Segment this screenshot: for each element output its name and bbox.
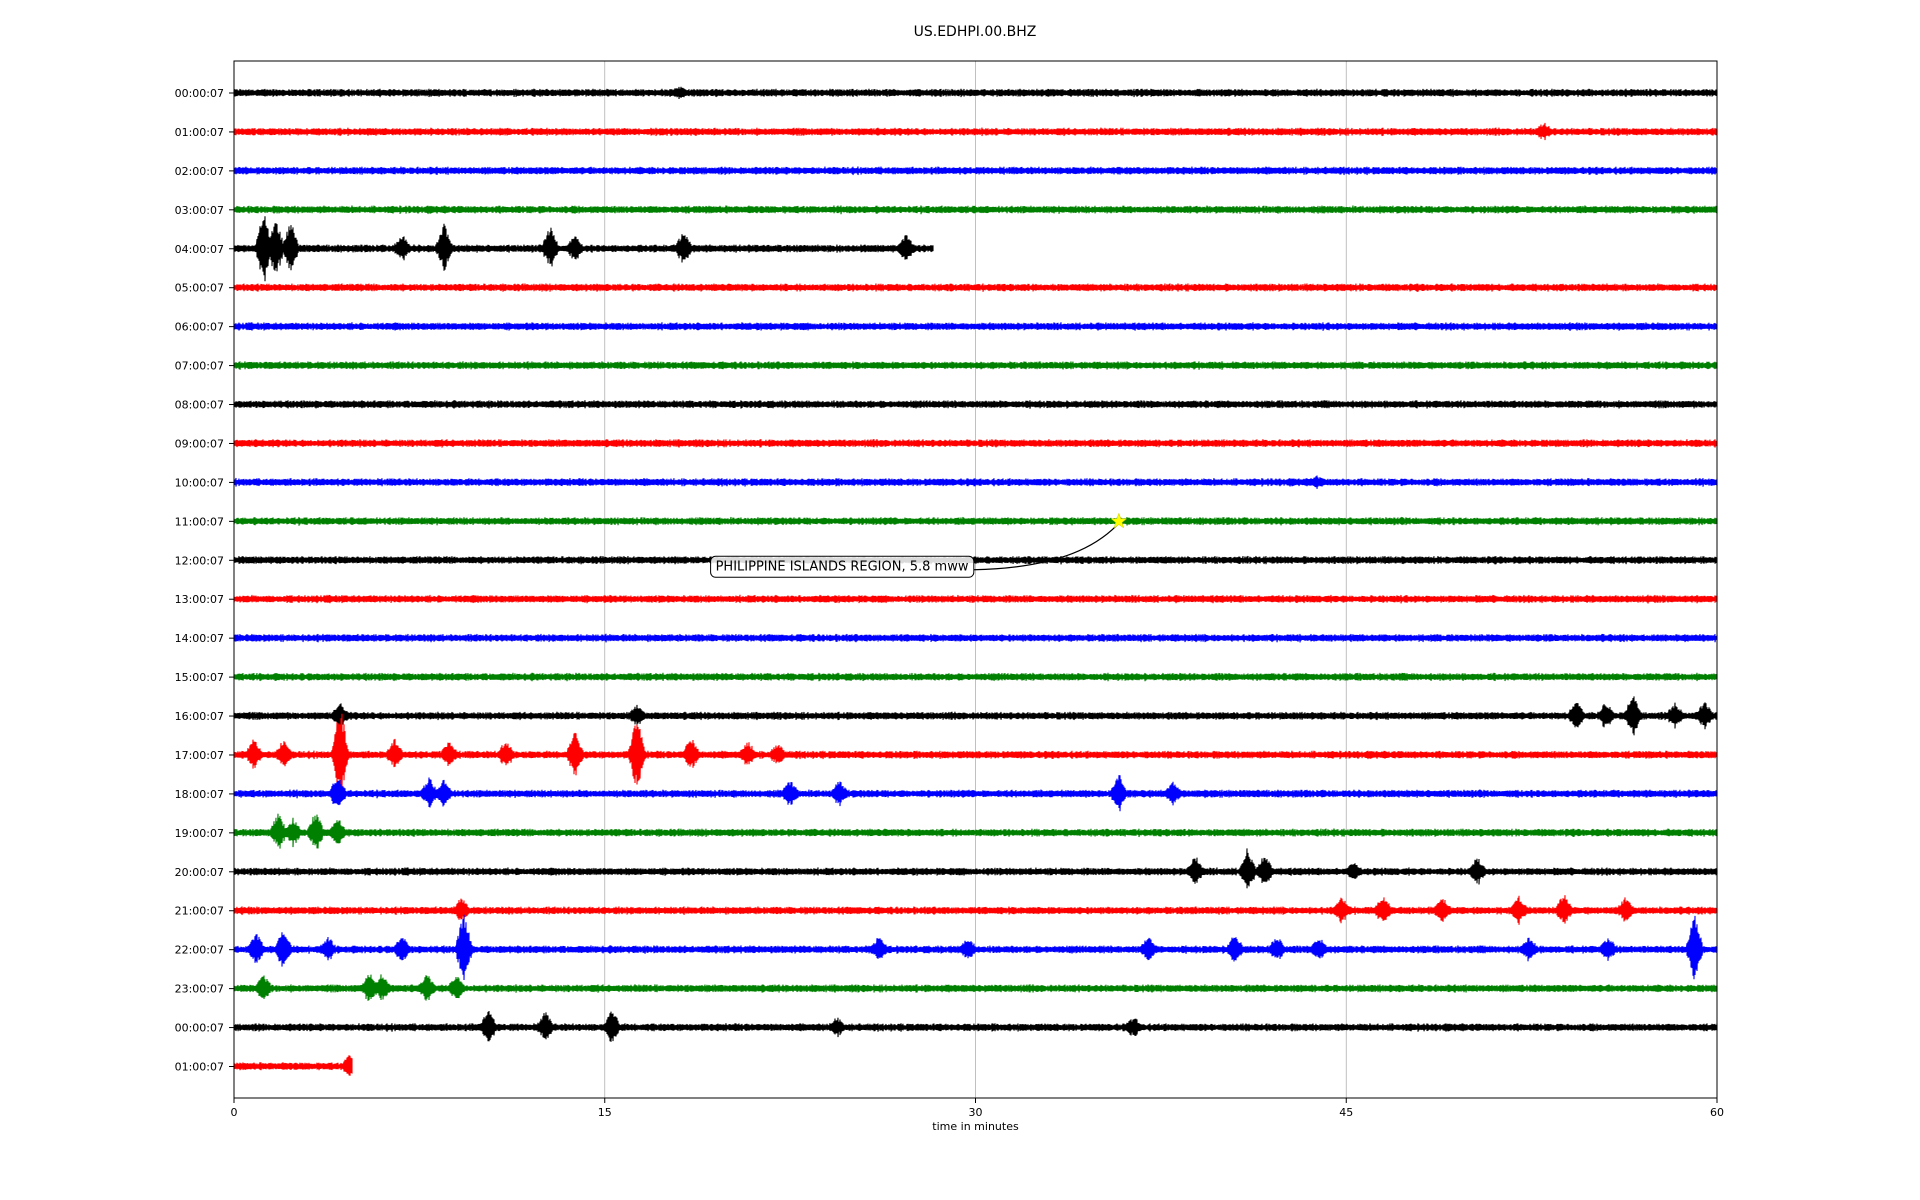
y-tick-label: 00:00:07 [175,87,224,100]
grid-lines [604,61,1347,1098]
y-tick-label: 03:00:07 [175,204,224,217]
trace-line [233,848,1718,889]
y-tick-label: 08:00:07 [175,399,224,412]
y-tick-label: 09:00:07 [175,437,224,450]
trace-line [233,555,1718,565]
y-tick-label: 20:00:07 [175,866,224,879]
y-tick-labels: 00:00:07 01:00:07 02:00:07 03:00:07 04:00:07… [175,87,234,1074]
event-marker [1110,512,1128,529]
y-tick-label: 13:00:07 [175,593,224,606]
trace-line [233,122,1718,141]
trace-line [233,696,1718,736]
event-annotation: PHILIPPINE ISLANDS REGION, 5.8 mww [710,524,1118,578]
x-tick-label: 15 [598,1106,612,1119]
trace-line [233,439,1718,448]
chart-title: US.EDHPI.00.BHZ [914,24,1037,40]
plot-frame [233,60,1718,1099]
y-tick-label: 06:00:07 [175,321,224,334]
trace-line [233,672,1718,682]
y-tick-label: 18:00:07 [175,788,224,801]
y-tick-label: 14:00:07 [175,632,224,645]
trace-line [233,86,1718,100]
trace-line [233,283,1718,292]
annotation-box [710,555,975,578]
star-marker [1110,512,1128,529]
x-axis-label: time in minutes [932,1120,1019,1133]
trace-line [233,813,1718,849]
x-tick-label: 60 [1710,1106,1724,1119]
annotation-arrow [973,524,1118,571]
y-tick-label: 00:00:07 [175,1022,224,1035]
y-tick-label: 12:00:07 [175,554,224,567]
y-tick-label: 21:00:07 [175,905,224,918]
y-tick-label: 05:00:07 [175,282,224,295]
y-tick-label: 19:00:07 [175,827,224,840]
y-tick-label: 11:00:07 [175,515,224,528]
y-tick-label: 23:00:07 [175,983,224,996]
trace-line [233,914,1718,981]
y-tick-label: 10:00:07 [175,476,224,489]
trace-line [233,1010,1718,1042]
trace-line [233,974,1718,1001]
y-tick-label: 17:00:07 [175,749,224,762]
y-tick-label: 01:00:07 [175,1061,224,1074]
y-tick-label: 22:00:07 [175,944,224,957]
x-tick-label: 30 [969,1106,983,1119]
x-tick-label: 0 [231,1106,238,1119]
trace-line [233,205,1718,215]
y-tick-label: 16:00:07 [175,710,224,723]
trace-line [233,322,1718,331]
y-tick-label: 02:00:07 [175,165,224,178]
trace-line [233,475,1718,489]
trace-line [233,594,1718,604]
trace-line [233,633,1718,643]
trace-line [233,516,1718,526]
trace-line [233,895,1718,925]
trace-line [233,361,1718,370]
x-ticks: 0 15 30 45 60 [231,1098,1724,1119]
trace-line [233,216,934,282]
annotation-label: PHILIPPINE ISLANDS REGION, 5.8 mww [716,559,969,574]
y-tick-label: 01:00:07 [175,126,224,139]
trace-line [233,775,1718,812]
y-tick-label: 04:00:07 [175,243,224,256]
trace-line [233,166,1718,176]
y-tick-label: 15:00:07 [175,671,224,684]
trace-line [233,400,1718,409]
y-tick-label: 07:00:07 [175,360,224,373]
trace-series [233,86,1718,1076]
x-tick-label: 45 [1339,1106,1353,1119]
trace-line [233,713,1718,792]
trace-line [233,1055,353,1076]
